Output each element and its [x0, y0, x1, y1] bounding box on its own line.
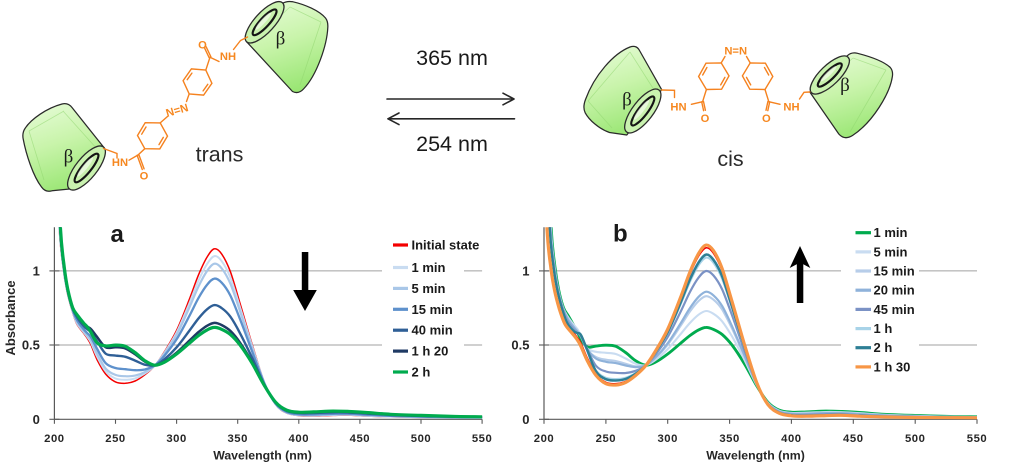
svg-text:5 min: 5 min	[412, 281, 446, 296]
svg-text:5 min: 5 min	[874, 244, 908, 259]
svg-text:β: β	[276, 29, 286, 50]
svg-text:O: O	[701, 113, 710, 125]
svg-text:350: 350	[227, 433, 248, 445]
svg-text:HN: HN	[670, 102, 686, 114]
svg-text:0: 0	[33, 412, 40, 427]
svg-text:400: 400	[289, 433, 310, 445]
svg-text:20 min: 20 min	[874, 283, 915, 298]
svg-text:500: 500	[905, 433, 926, 445]
svg-text:40 min: 40 min	[412, 323, 453, 338]
svg-text:Absorbance: Absorbance	[3, 280, 18, 355]
svg-text:a: a	[111, 221, 125, 248]
svg-text:1 h 20: 1 h 20	[412, 344, 449, 359]
svg-text:250: 250	[596, 433, 617, 445]
svg-text:1: 1	[522, 264, 529, 279]
svg-text:1: 1	[33, 264, 40, 279]
svg-text:1 h: 1 h	[874, 321, 893, 336]
svg-text:1 h 30: 1 h 30	[874, 359, 911, 374]
svg-text:1 min: 1 min	[412, 260, 446, 275]
svg-text:2 h: 2 h	[412, 365, 431, 380]
svg-text:0.5: 0.5	[22, 338, 40, 353]
svg-text:15 min: 15 min	[412, 302, 453, 317]
svg-text:Initial state: Initial state	[412, 238, 480, 253]
svg-text:500: 500	[411, 433, 432, 445]
svg-text:NH: NH	[783, 102, 799, 114]
svg-text:β: β	[840, 75, 850, 96]
svg-text:HN: HN	[112, 157, 128, 169]
svg-text:NH: NH	[220, 51, 236, 63]
svg-text:200: 200	[534, 433, 555, 445]
svg-text:300: 300	[657, 433, 678, 445]
svg-text:2 h: 2 h	[874, 340, 893, 355]
svg-text:0: 0	[522, 412, 529, 427]
svg-text:0.5: 0.5	[511, 338, 529, 353]
svg-text:N=N: N=N	[724, 46, 747, 58]
svg-text:β: β	[64, 147, 74, 168]
svg-text:550: 550	[967, 433, 988, 445]
svg-text:trans: trans	[196, 143, 244, 167]
svg-text:Wavelength (nm): Wavelength (nm)	[213, 448, 312, 462]
svg-text:300: 300	[166, 433, 187, 445]
svg-text:Wavelength (nm): Wavelength (nm)	[706, 448, 805, 462]
svg-text:15 min: 15 min	[874, 264, 915, 279]
svg-text:350: 350	[719, 433, 740, 445]
svg-text:O: O	[198, 40, 207, 52]
svg-text:1 min: 1 min	[874, 225, 908, 240]
svg-text:200: 200	[44, 433, 65, 445]
svg-text:254 nm: 254 nm	[416, 132, 488, 156]
svg-text:400: 400	[781, 433, 802, 445]
svg-text:550: 550	[472, 433, 493, 445]
svg-text:250: 250	[105, 433, 126, 445]
svg-text:O: O	[762, 113, 771, 125]
svg-text:450: 450	[843, 433, 864, 445]
svg-text:β: β	[622, 90, 632, 111]
svg-text:b: b	[613, 221, 628, 248]
svg-text:365 nm: 365 nm	[416, 46, 488, 70]
svg-text:450: 450	[350, 433, 371, 445]
svg-text:cis: cis	[717, 147, 743, 171]
svg-text:45 min: 45 min	[874, 302, 915, 317]
svg-text:O: O	[140, 171, 149, 183]
